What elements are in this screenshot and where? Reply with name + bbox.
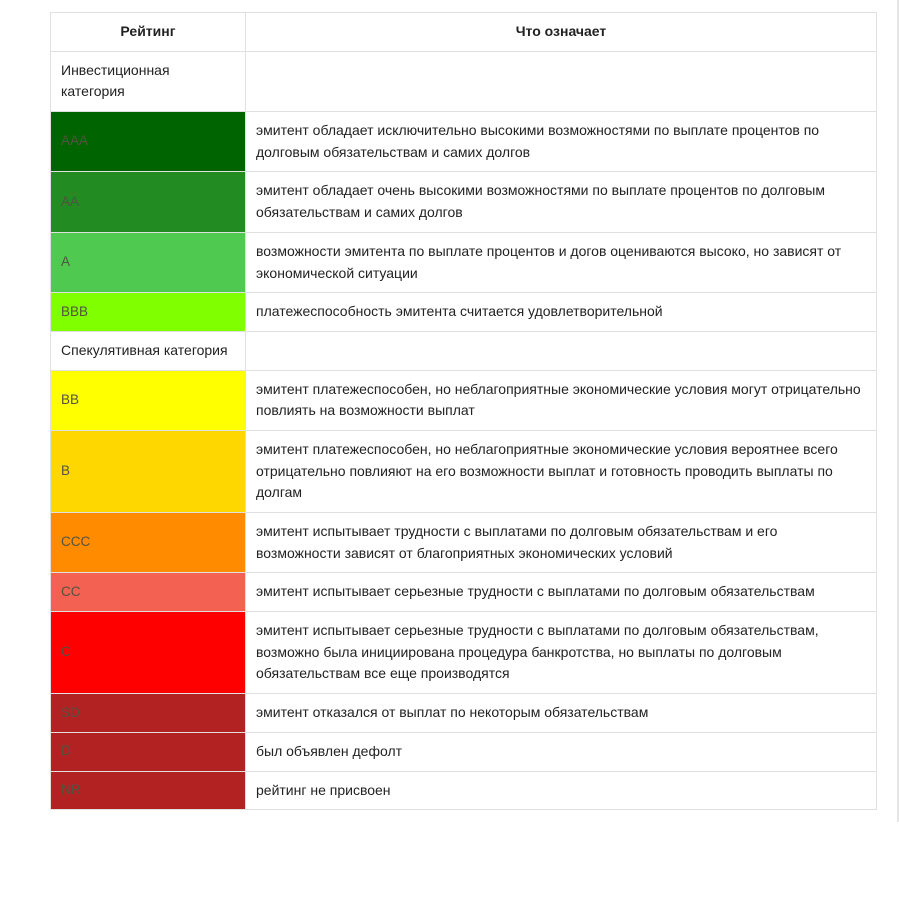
rating-description: эмитент платежеспособен, но неблагоприят… (246, 430, 877, 512)
rating-code: AAA (51, 112, 246, 172)
rating-description: эмитент обладает очень высокими возможно… (246, 172, 877, 232)
rating-code: CC (51, 573, 246, 612)
credit-ratings-table: Рейтинг Что означает Инвестиционная кате… (50, 12, 877, 810)
table-row: SDэмитент отказался от выплат по некотор… (51, 694, 877, 733)
table-row: AAэмитент обладает очень высокими возмож… (51, 172, 877, 232)
table-row: Спекулятивная категория (51, 331, 877, 370)
category-empty (246, 51, 877, 111)
table-row: Cэмитент испытывает серьезные трудности … (51, 612, 877, 694)
col-header-rating: Рейтинг (51, 13, 246, 52)
col-header-meaning: Что означает (246, 13, 877, 52)
table-row: CCэмитент испытывает серьезные трудности… (51, 573, 877, 612)
rating-code: NR (51, 771, 246, 810)
rating-description: эмитент отказался от выплат по некоторым… (246, 694, 877, 733)
table-row: BBBплатежеспособность эмитента считается… (51, 293, 877, 332)
rating-description: эмитент испытывает трудности с выплатами… (246, 513, 877, 573)
table-row: Aвозможности эмитента по выплате процент… (51, 232, 877, 292)
rating-code: D (51, 732, 246, 771)
rating-code: C (51, 612, 246, 694)
table-row: NRрейтинг не присвоен (51, 771, 877, 810)
table-row: Dбыл объявлен дефолт (51, 732, 877, 771)
table-row: Bэмитент платежеспособен, но неблагоприя… (51, 430, 877, 512)
rating-description: эмитент испытывает серьезные трудности с… (246, 573, 877, 612)
rating-description: платежеспособность эмитента считается уд… (246, 293, 877, 332)
rating-description: эмитент обладает исключительно высокими … (246, 112, 877, 172)
table-row: Инвестиционная категория (51, 51, 877, 111)
rating-description: эмитент платежеспособен, но неблагоприят… (246, 370, 877, 430)
rating-code: BBB (51, 293, 246, 332)
rating-code: AA (51, 172, 246, 232)
rating-code: A (51, 232, 246, 292)
rating-description: был объявлен дефолт (246, 732, 877, 771)
table-row: AAAэмитент обладает исключительно высоки… (51, 112, 877, 172)
category-label: Инвестиционная категория (51, 51, 246, 111)
category-empty (246, 331, 877, 370)
rating-code: B (51, 430, 246, 512)
rating-code: SD (51, 694, 246, 733)
category-label: Спекулятивная категория (51, 331, 246, 370)
rating-description: возможности эмитента по выплате проценто… (246, 232, 877, 292)
rating-code: BB (51, 370, 246, 430)
rating-description: рейтинг не присвоен (246, 771, 877, 810)
rating-description: эмитент испытывает серьезные трудности с… (246, 612, 877, 694)
table-row: CCCэмитент испытывает трудности с выплат… (51, 513, 877, 573)
rating-code: CCC (51, 513, 246, 573)
table-row: BBэмитент платежеспособен, но неблагопри… (51, 370, 877, 430)
